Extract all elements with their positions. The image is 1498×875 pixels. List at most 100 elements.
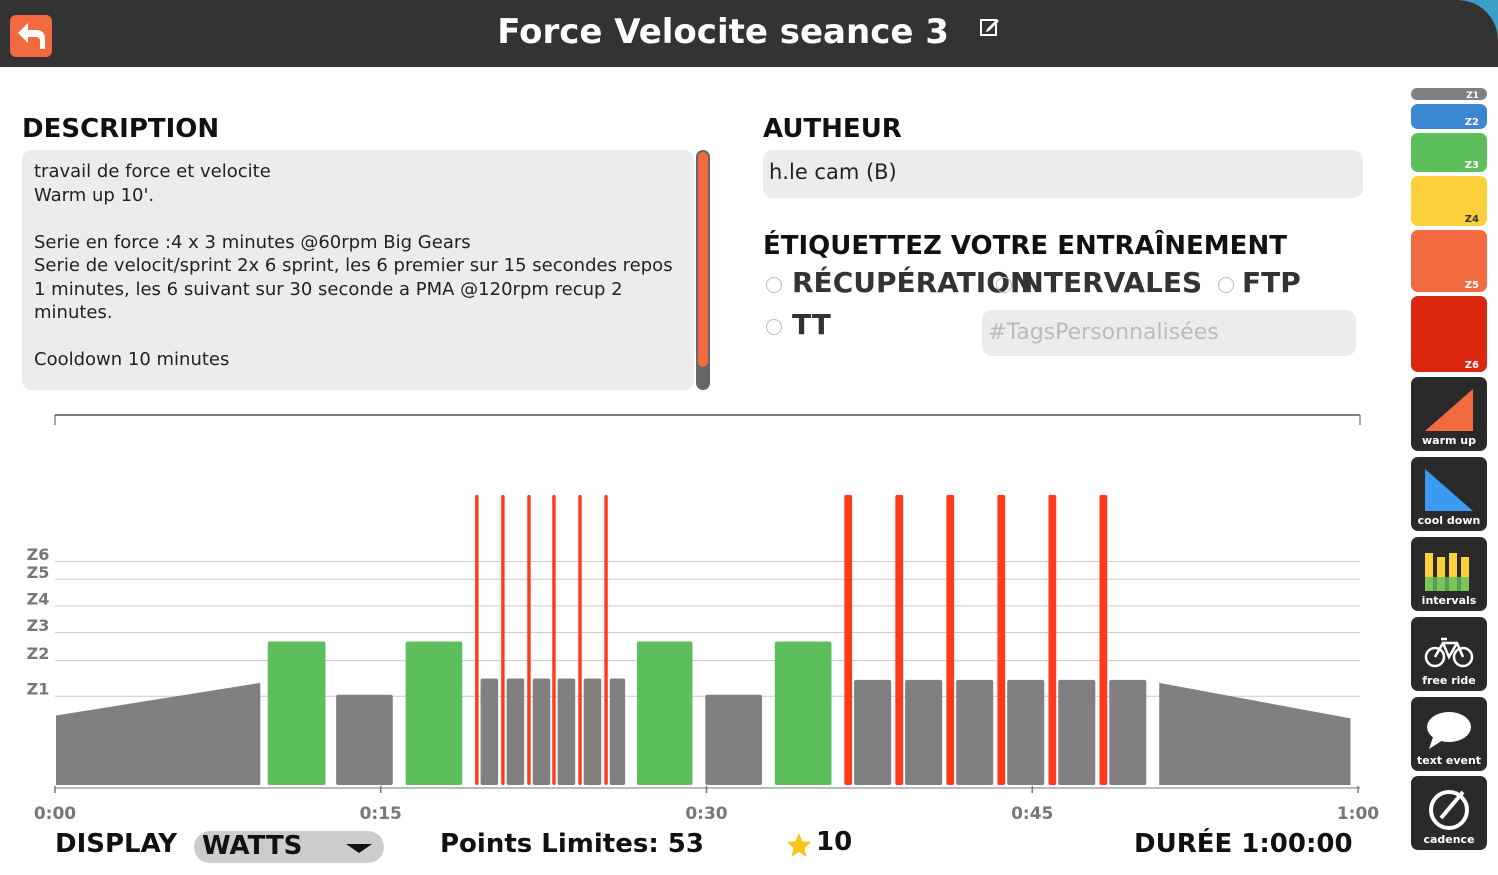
interval-block — [1058, 679, 1096, 785]
zone-label: Z3 — [27, 616, 50, 635]
tool-label: cadence — [1423, 833, 1475, 846]
tool-icon — [1427, 712, 1471, 749]
radio[interactable] — [766, 319, 782, 335]
star-icon — [787, 833, 811, 857]
x-tick-label: 1:00 — [1337, 804, 1379, 820]
radio[interactable] — [996, 277, 1012, 293]
interval-block — [609, 678, 626, 785]
x-tick-label: 0:30 — [685, 804, 727, 820]
interval-block — [604, 494, 608, 785]
interval-block — [480, 678, 499, 785]
interval-block — [501, 494, 505, 785]
ramp-block — [56, 682, 261, 785]
points-limit: Points Limites: 53 — [440, 829, 704, 859]
interval-block — [905, 679, 943, 785]
zone-label: Z5 — [1464, 280, 1479, 291]
tool-button[interactable]: intervals — [1411, 537, 1487, 611]
zone-label: Z3 — [1464, 160, 1479, 171]
tool-button[interactable]: warm up — [1411, 377, 1487, 451]
radio[interactable] — [766, 277, 782, 293]
interval-block — [267, 641, 326, 785]
scrollbar[interactable] — [696, 150, 710, 390]
x-tick-label: 0:15 — [360, 804, 402, 820]
tag-option[interactable]: RÉCUPÉRATION — [792, 266, 1034, 299]
zone-button[interactable]: Z5 — [1411, 230, 1487, 292]
tool-icon — [1424, 637, 1474, 668]
interval-block — [552, 494, 556, 785]
top-bar: Force Velocite seance 3 — [0, 0, 1498, 67]
tags-heading: ÉTIQUETTEZ VOTRE ENTRAÎNEMENT — [763, 231, 1287, 261]
interval-block — [946, 494, 955, 785]
zone-button[interactable]: Z3 — [1411, 133, 1487, 172]
description-box[interactable]: travail de force et velocite Warm up 10'… — [22, 150, 694, 390]
zone-label: Z1 — [27, 680, 50, 699]
tool-label: text event — [1416, 754, 1482, 767]
tool-label: intervals — [1421, 594, 1477, 607]
interval-block — [506, 678, 525, 785]
tag-option[interactable]: TT — [792, 308, 831, 341]
zone-button[interactable]: Z1 — [1411, 88, 1487, 101]
workout-title: Force Velocite seance 3 — [0, 12, 1498, 52]
title-text: Force Velocite seance 3 — [497, 12, 949, 52]
interval-block — [1007, 679, 1045, 785]
zone-label: Z4 — [27, 589, 50, 608]
star-count: 10 — [816, 827, 853, 857]
zone-button[interactable]: Z4 — [1411, 176, 1487, 226]
zone-button[interactable]: Z6 — [1411, 296, 1487, 372]
author-field[interactable]: h.le cam (B) — [763, 150, 1363, 198]
interval-block — [705, 694, 762, 785]
tool-button[interactable]: cool down — [1411, 457, 1487, 531]
tool-label: free ride — [1422, 674, 1476, 687]
interval-block — [557, 678, 576, 785]
interval-block — [583, 678, 602, 785]
interval-block — [774, 641, 832, 785]
tool-label: warm up — [1421, 434, 1476, 447]
zone-label: Z1 — [1466, 91, 1479, 101]
interval-block — [1109, 679, 1147, 785]
zone-label: Z2 — [27, 644, 50, 663]
scroll-thumb[interactable] — [698, 152, 708, 367]
tool-label: cool down — [1417, 514, 1481, 527]
tag-option[interactable]: FTP — [1242, 266, 1301, 299]
x-tick-label: 0:45 — [1011, 804, 1053, 820]
description-heading: DESCRIPTION — [22, 114, 220, 144]
interval-block — [844, 494, 853, 785]
tool-button[interactable]: cadence — [1411, 776, 1487, 850]
ramp-block — [1159, 682, 1351, 785]
display-value: WATTS — [202, 831, 303, 861]
edit-icon[interactable] — [979, 16, 1001, 38]
tool-icon — [1425, 469, 1473, 511]
interval-block — [527, 494, 531, 785]
back-icon — [18, 23, 45, 49]
tag-option[interactable]: INTERVALES — [1010, 266, 1203, 299]
interval-block — [532, 678, 551, 785]
interval-block — [405, 641, 463, 785]
custom-tags-input[interactable]: #TagsPersonnalisées — [982, 310, 1356, 356]
interval-block — [895, 494, 904, 785]
tool-icon — [1425, 389, 1473, 431]
tool-button[interactable]: free ride — [1411, 617, 1487, 691]
zone-label: Z6 — [27, 545, 50, 564]
back-button[interactable] — [10, 15, 52, 57]
radio[interactable] — [1218, 277, 1234, 293]
interval-block — [475, 494, 479, 785]
zone-label: Z4 — [1464, 214, 1479, 225]
interval-block — [1099, 494, 1108, 785]
author-heading: AUTHEUR — [763, 114, 902, 144]
interval-block — [336, 694, 393, 785]
display-label: DISPLAY — [55, 829, 178, 859]
interval-block — [1048, 494, 1057, 785]
zone-button[interactable]: Z2 — [1411, 104, 1487, 129]
x-tick-label: 0:00 — [34, 804, 76, 820]
tool-button[interactable]: text event — [1411, 697, 1487, 771]
interval-block — [578, 494, 582, 785]
interval-block — [997, 494, 1006, 785]
zone-label: Z5 — [27, 563, 50, 582]
zone-label: Z6 — [1464, 360, 1479, 371]
dropdown-arrow — [346, 844, 372, 853]
display-dropdown[interactable]: WATTS — [194, 831, 384, 863]
tool-icon — [1425, 553, 1469, 591]
